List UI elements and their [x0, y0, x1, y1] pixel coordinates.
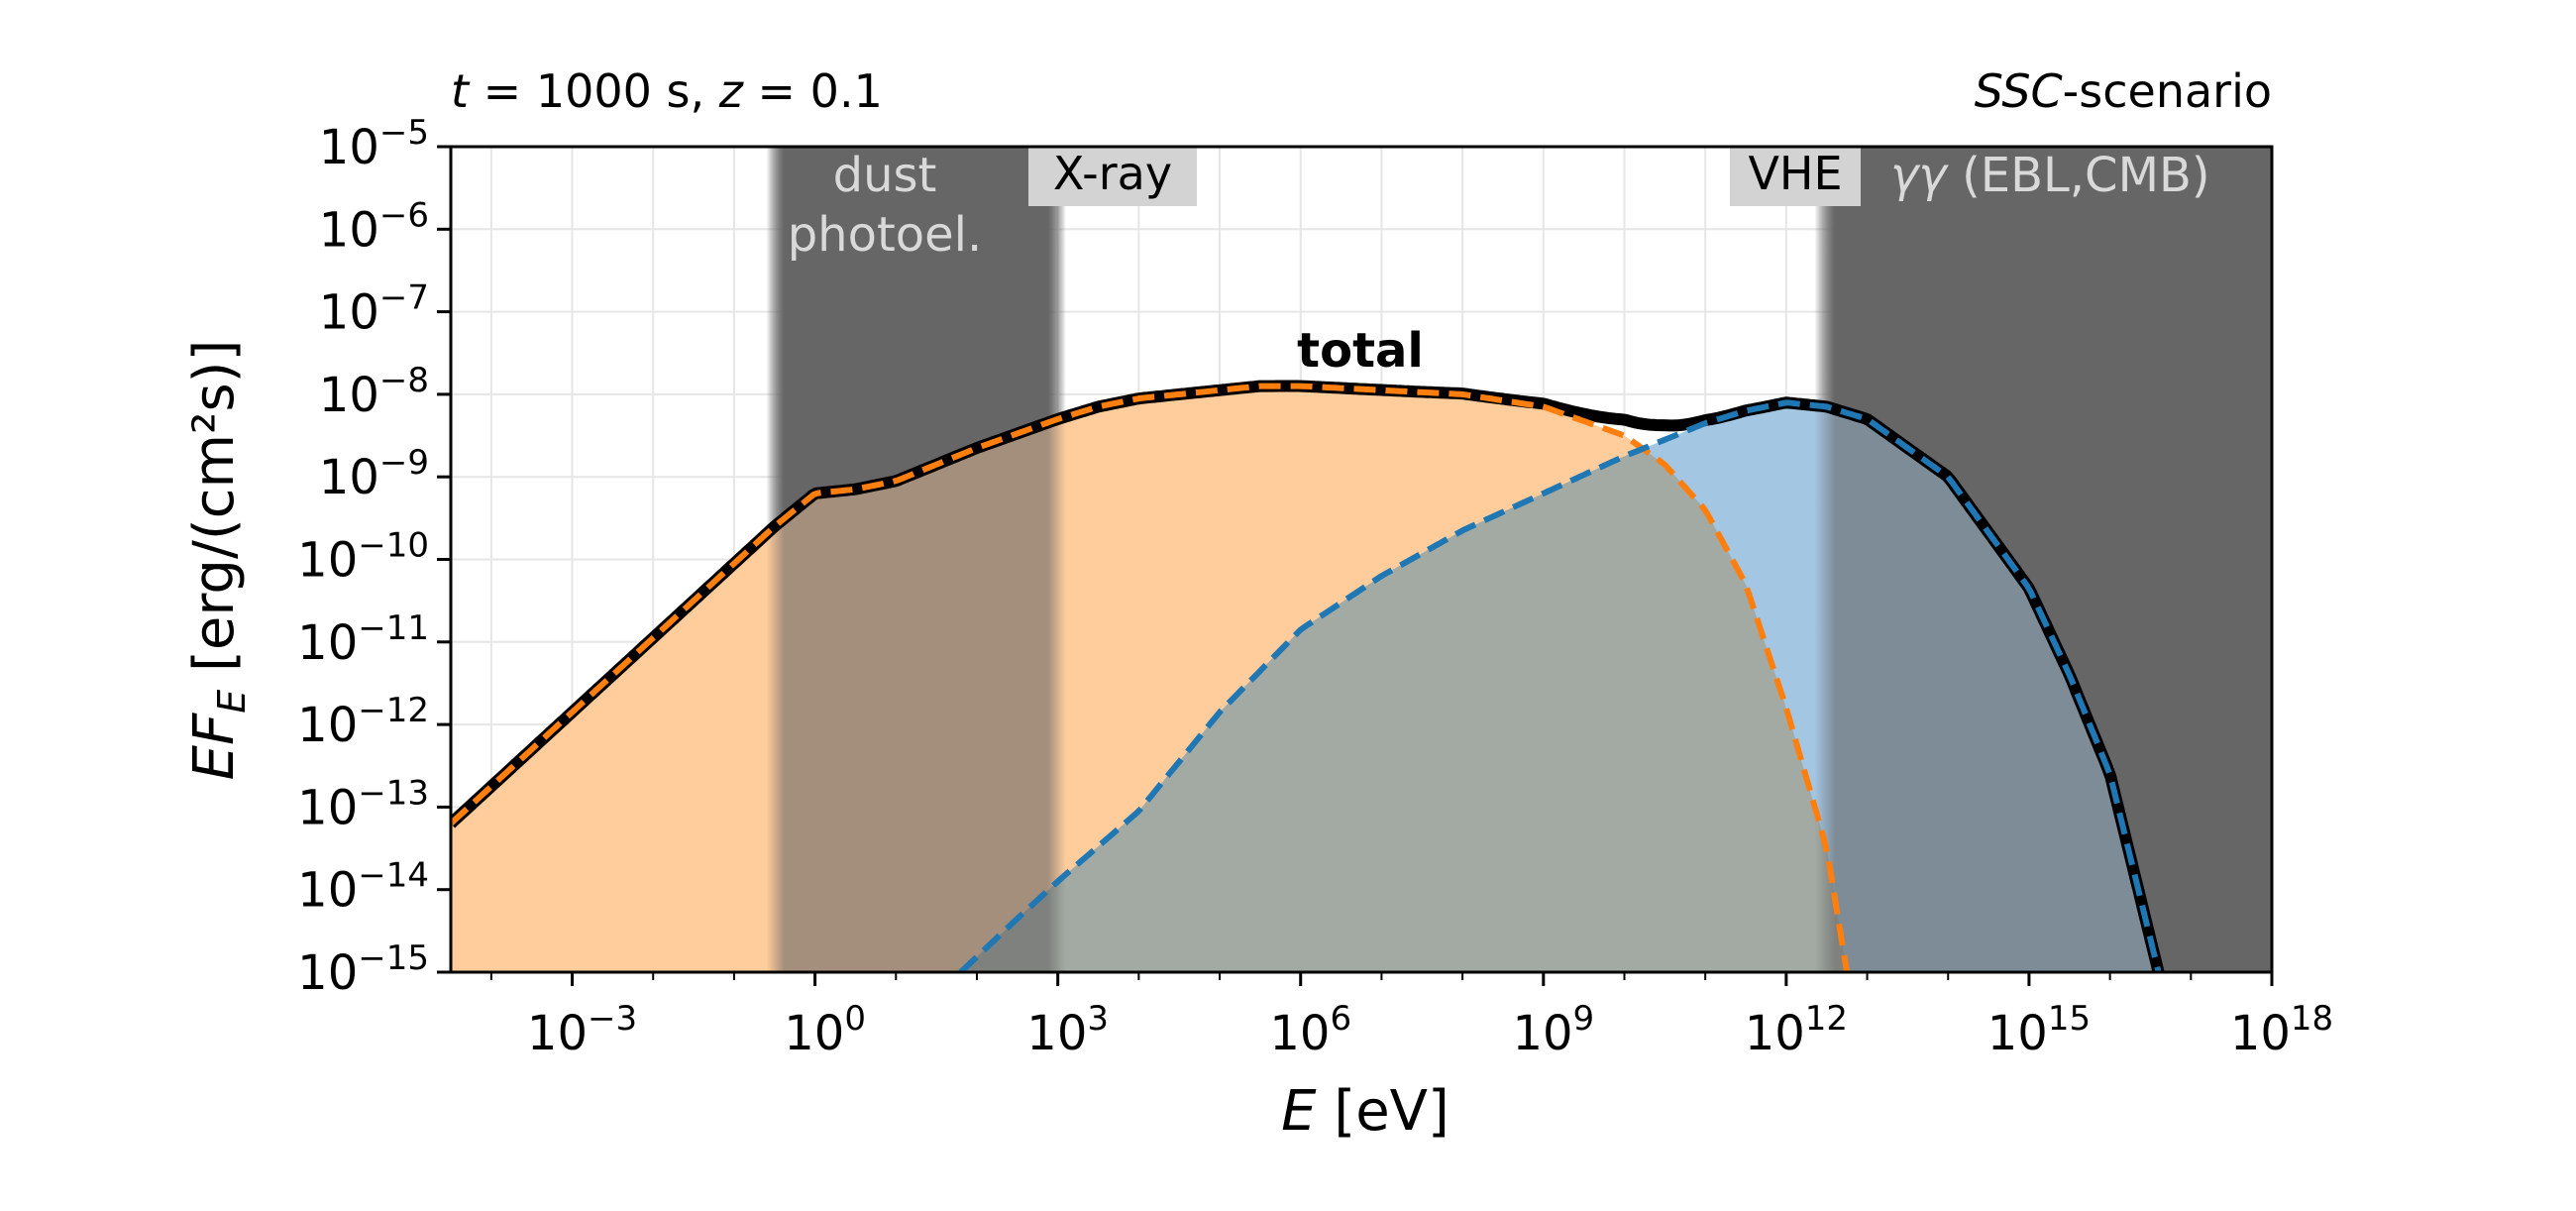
overlap-area	[960, 449, 1848, 972]
dust-label-line1: dust	[833, 148, 937, 203]
axis-ticks: 10−3 100 103 106 109 1012 1015 1018 10−5 10−6 10−7…	[297, 113, 2333, 1061]
y-axis-label: EFE [erg/(cm²s)]	[182, 340, 254, 781]
x-tick-label: 1018	[2230, 999, 2333, 1061]
header-mid: = 1000 s,	[469, 64, 719, 118]
vhe-label-box	[1730, 147, 1861, 206]
dust-label-line2: photoel.	[788, 207, 983, 263]
xray-label: X-ray	[1053, 147, 1172, 200]
y-tick-label: 10−13	[297, 773, 429, 835]
y-tick-label: 10−15	[297, 938, 429, 1001]
x-tick-label: 100	[784, 999, 866, 1061]
x-tick-label: 1012	[1745, 999, 1848, 1061]
x-tick-label: 109	[1512, 999, 1594, 1061]
y-tick-label: 10−8	[319, 361, 429, 423]
header-z: z	[718, 64, 744, 118]
ssc-line	[958, 399, 2162, 972]
x-tick-label: 103	[1026, 999, 1109, 1061]
total-annotation: total	[1297, 323, 1424, 379]
axes-frame	[449, 145, 2274, 974]
y-tick-label: 10−6	[319, 195, 429, 258]
x-tick-label: 106	[1269, 999, 1351, 1061]
series-lines	[451, 380, 2165, 972]
header-t: t	[451, 64, 471, 118]
header-left: t = 1000 s, z = 0.1	[451, 64, 883, 118]
energy-bands	[766, 147, 2272, 972]
vhe-label: VHE	[1748, 147, 1842, 200]
y-tick-label: 10−12	[297, 691, 429, 753]
x-axis-label: E [eV]	[1281, 1079, 1449, 1144]
y-tick-label: 10−11	[297, 608, 429, 671]
header-end: = 0.1	[743, 64, 883, 118]
gg-label-rest: (EBL,CMB)	[1947, 148, 2210, 203]
y-tick-label: 10−14	[297, 856, 429, 919]
synchrotron-line	[451, 383, 1851, 972]
y-tick-label: 10−10	[297, 526, 429, 589]
header-right: SSC-scenario	[1975, 64, 2272, 118]
y-tick-label: 10−5	[319, 113, 429, 175]
x-tick-label: 10−3	[527, 999, 637, 1061]
xray-label-box	[1028, 147, 1197, 206]
y-tick-label: 10−9	[319, 443, 429, 505]
gg-label: γγ (EBL,CMB)	[1890, 148, 2210, 203]
y-tick-label: 10−7	[319, 278, 429, 341]
gamma-gamma-opaque	[1814, 147, 2272, 972]
header-scenario: -scenario	[2063, 64, 2272, 118]
header-ssc: SSC	[1975, 64, 2063, 118]
gg-label-prefix: γγ	[1890, 148, 1949, 203]
x-tick-label: 1015	[1987, 999, 2091, 1061]
